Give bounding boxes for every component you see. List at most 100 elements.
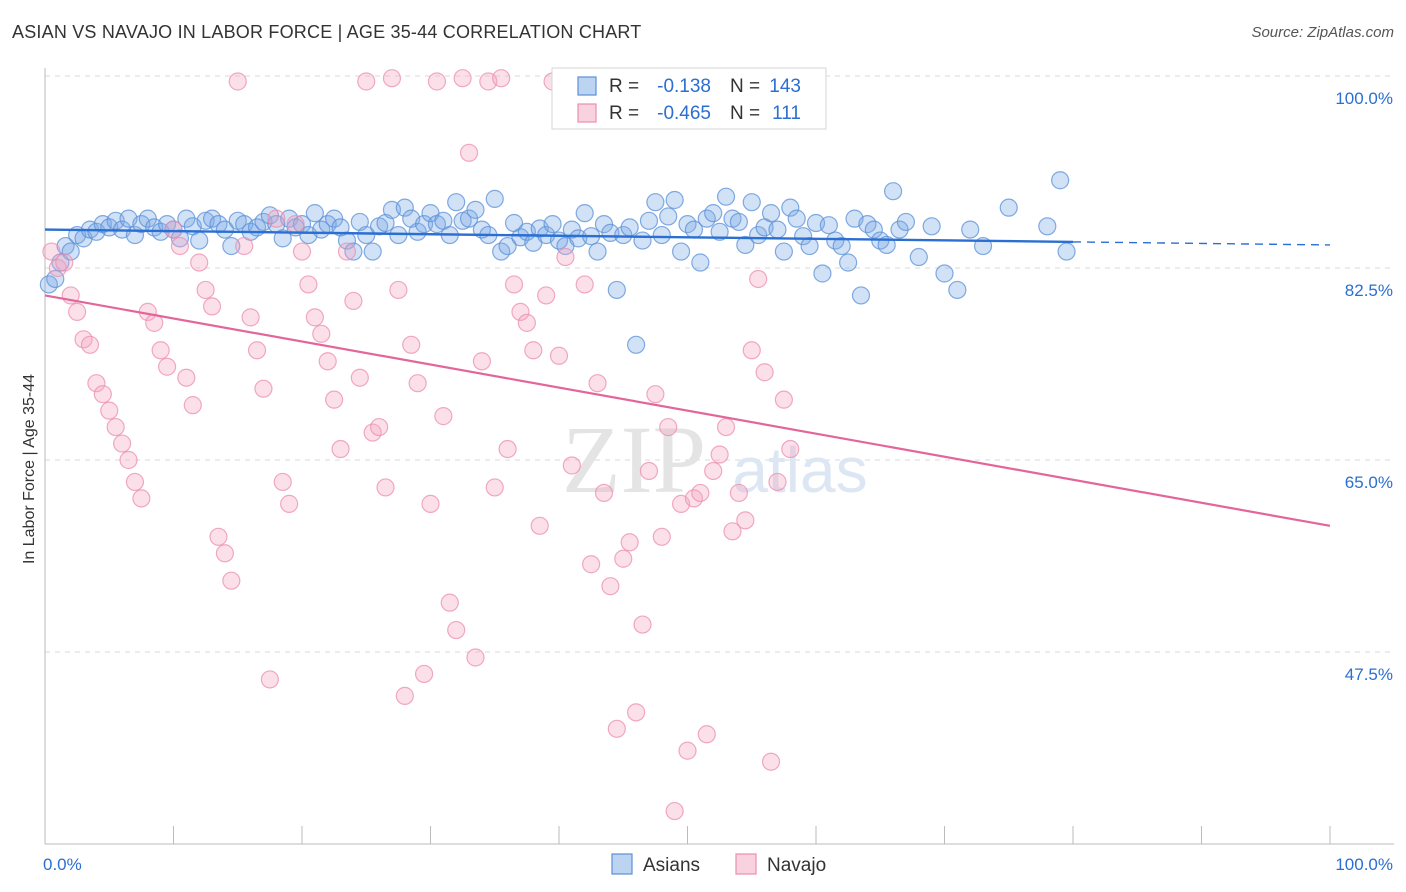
asians-point: [639, 211, 659, 230]
navajo-point: [42, 242, 61, 261]
navajo-point: [305, 308, 324, 327]
asians-point: [787, 209, 806, 228]
navajo-point: [485, 478, 504, 497]
navajo-point: [100, 401, 119, 420]
navajo-point: [755, 363, 774, 382]
asians-trend-extension: [1072, 241, 1331, 246]
stats-n-value: 143: [769, 76, 801, 97]
navajo-point: [112, 434, 132, 453]
y-tick-label: 47.5%: [1345, 665, 1393, 684]
navajo-point: [620, 533, 639, 552]
navajo-point: [318, 352, 337, 371]
asians-point: [710, 222, 729, 241]
asians-point: [344, 242, 363, 261]
navajo-point: [626, 703, 646, 722]
asians-point: [774, 242, 793, 261]
navajo-point: [562, 456, 581, 475]
grid-layer: 47.5% 65.0% 82.5% 100.0%: [45, 75, 1394, 684]
asians-point: [813, 264, 832, 283]
navajo-point: [357, 72, 376, 91]
navajo-point: [280, 494, 299, 513]
asians-point: [222, 236, 241, 256]
legend-label-asians: Asians: [643, 855, 700, 876]
trend-lines: [44, 228, 1331, 527]
navajo-point: [742, 341, 761, 360]
navajo-point: [389, 280, 408, 300]
axis-layer: 0.0% 100.0%: [43, 68, 1394, 874]
asians-point: [646, 193, 665, 212]
navajo-point: [331, 439, 350, 459]
navajo-point: [665, 801, 684, 821]
navajo-point: [440, 593, 459, 612]
asians-point: [485, 189, 504, 208]
asians-point: [357, 225, 376, 245]
asians-point: [466, 200, 485, 219]
navajo-point: [594, 483, 614, 503]
stats-swatch: [577, 103, 597, 123]
asians-point: [575, 204, 594, 223]
navajo-point: [87, 374, 106, 393]
navajo-point: [639, 461, 659, 481]
asians-point: [883, 182, 903, 201]
navajo-point: [235, 236, 254, 256]
asians-point: [659, 207, 678, 226]
asians-point: [671, 242, 691, 261]
y-tick-label: 65.0%: [1345, 473, 1393, 492]
asians-points: [39, 171, 1076, 354]
navajo-point: [614, 549, 633, 568]
navajo-point: [498, 439, 517, 459]
navajo-point: [761, 752, 781, 771]
navajo-point: [421, 494, 440, 513]
navajo-point: [222, 571, 241, 590]
navajo-point: [691, 483, 710, 503]
navajo-point: [453, 69, 472, 88]
asians-point: [716, 187, 736, 206]
asians-point: [851, 286, 871, 305]
x-tick-label-max: 100.0%: [1335, 855, 1393, 874]
navajo-point: [202, 297, 222, 316]
navajo-point: [659, 417, 678, 437]
asians-point: [961, 220, 980, 239]
navajo-point: [254, 379, 273, 398]
legend-swatch-asians: [611, 853, 633, 875]
navajo-point: [723, 522, 742, 541]
asians-point: [948, 280, 967, 300]
navajo-point: [344, 291, 363, 311]
navajo-point: [190, 253, 209, 272]
x-tick-label-min: 0.0%: [43, 855, 82, 874]
navajo-point: [414, 664, 434, 684]
navajo-point: [325, 390, 344, 409]
asians-point: [273, 229, 292, 248]
asians-point: [935, 264, 954, 283]
navajo-point: [524, 341, 543, 360]
asians-point: [832, 236, 851, 256]
navajo-point: [382, 69, 402, 88]
asians-point: [794, 227, 813, 246]
navajo-point: [241, 308, 260, 327]
navajo-point: [601, 577, 620, 596]
navajo-point: [183, 396, 202, 415]
navajo-point: [633, 615, 652, 634]
navajo-point: [575, 275, 594, 294]
stats-n-label: N =: [730, 103, 760, 124]
navajo-point: [402, 335, 421, 354]
navajo-point: [716, 417, 736, 437]
stats-r-value: -0.465: [657, 103, 711, 124]
asians-point: [215, 220, 234, 239]
stats-n-value: 111: [772, 103, 801, 124]
asians-point: [768, 220, 787, 239]
asians-point: [1038, 217, 1057, 236]
navajo-point: [729, 483, 749, 503]
asians-point: [999, 198, 1018, 217]
navajo-point: [157, 357, 177, 376]
asians-point: [781, 198, 800, 217]
y-tick-label: 82.5%: [1345, 281, 1393, 300]
stats-r-label: R =: [609, 103, 639, 124]
navajo-point: [427, 72, 447, 91]
navajo-point: [350, 368, 369, 387]
legend-swatch-navajo: [735, 853, 757, 875]
asians-point: [61, 242, 80, 261]
navajo-point: [582, 555, 601, 574]
stats-n-label: N =: [730, 76, 760, 97]
navajo-point: [55, 253, 74, 272]
